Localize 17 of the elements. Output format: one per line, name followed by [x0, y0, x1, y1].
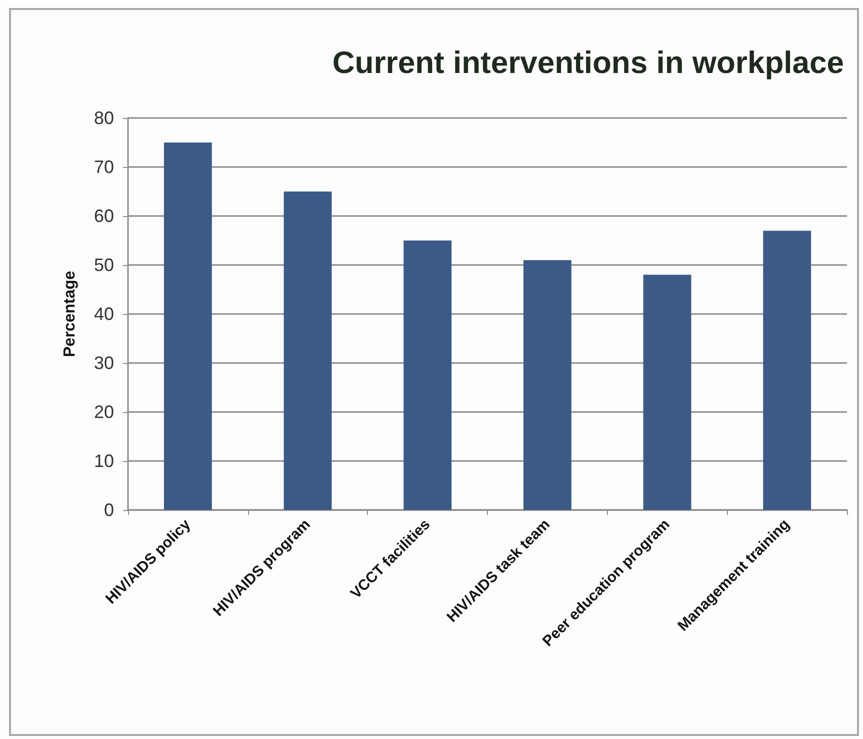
y-tick-label: 0 [104, 500, 114, 520]
y-tick-label: 30 [94, 353, 114, 373]
chart-title: Current interventions in workplace [332, 45, 844, 80]
bar [643, 274, 692, 510]
y-tick-label: 50 [94, 255, 114, 275]
y-tick-label: 40 [94, 304, 114, 324]
y-axis-title: Percentage [62, 270, 78, 358]
y-tick-label: 80 [94, 108, 114, 128]
bar [404, 240, 452, 510]
bar [763, 230, 812, 510]
bar [523, 260, 572, 510]
y-tick-label: 70 [94, 157, 114, 177]
y-tick-label: 20 [94, 402, 114, 422]
y-tick-label: 10 [94, 451, 114, 471]
bar [164, 142, 212, 510]
y-tick-label: 60 [94, 206, 114, 226]
bar [284, 192, 332, 510]
